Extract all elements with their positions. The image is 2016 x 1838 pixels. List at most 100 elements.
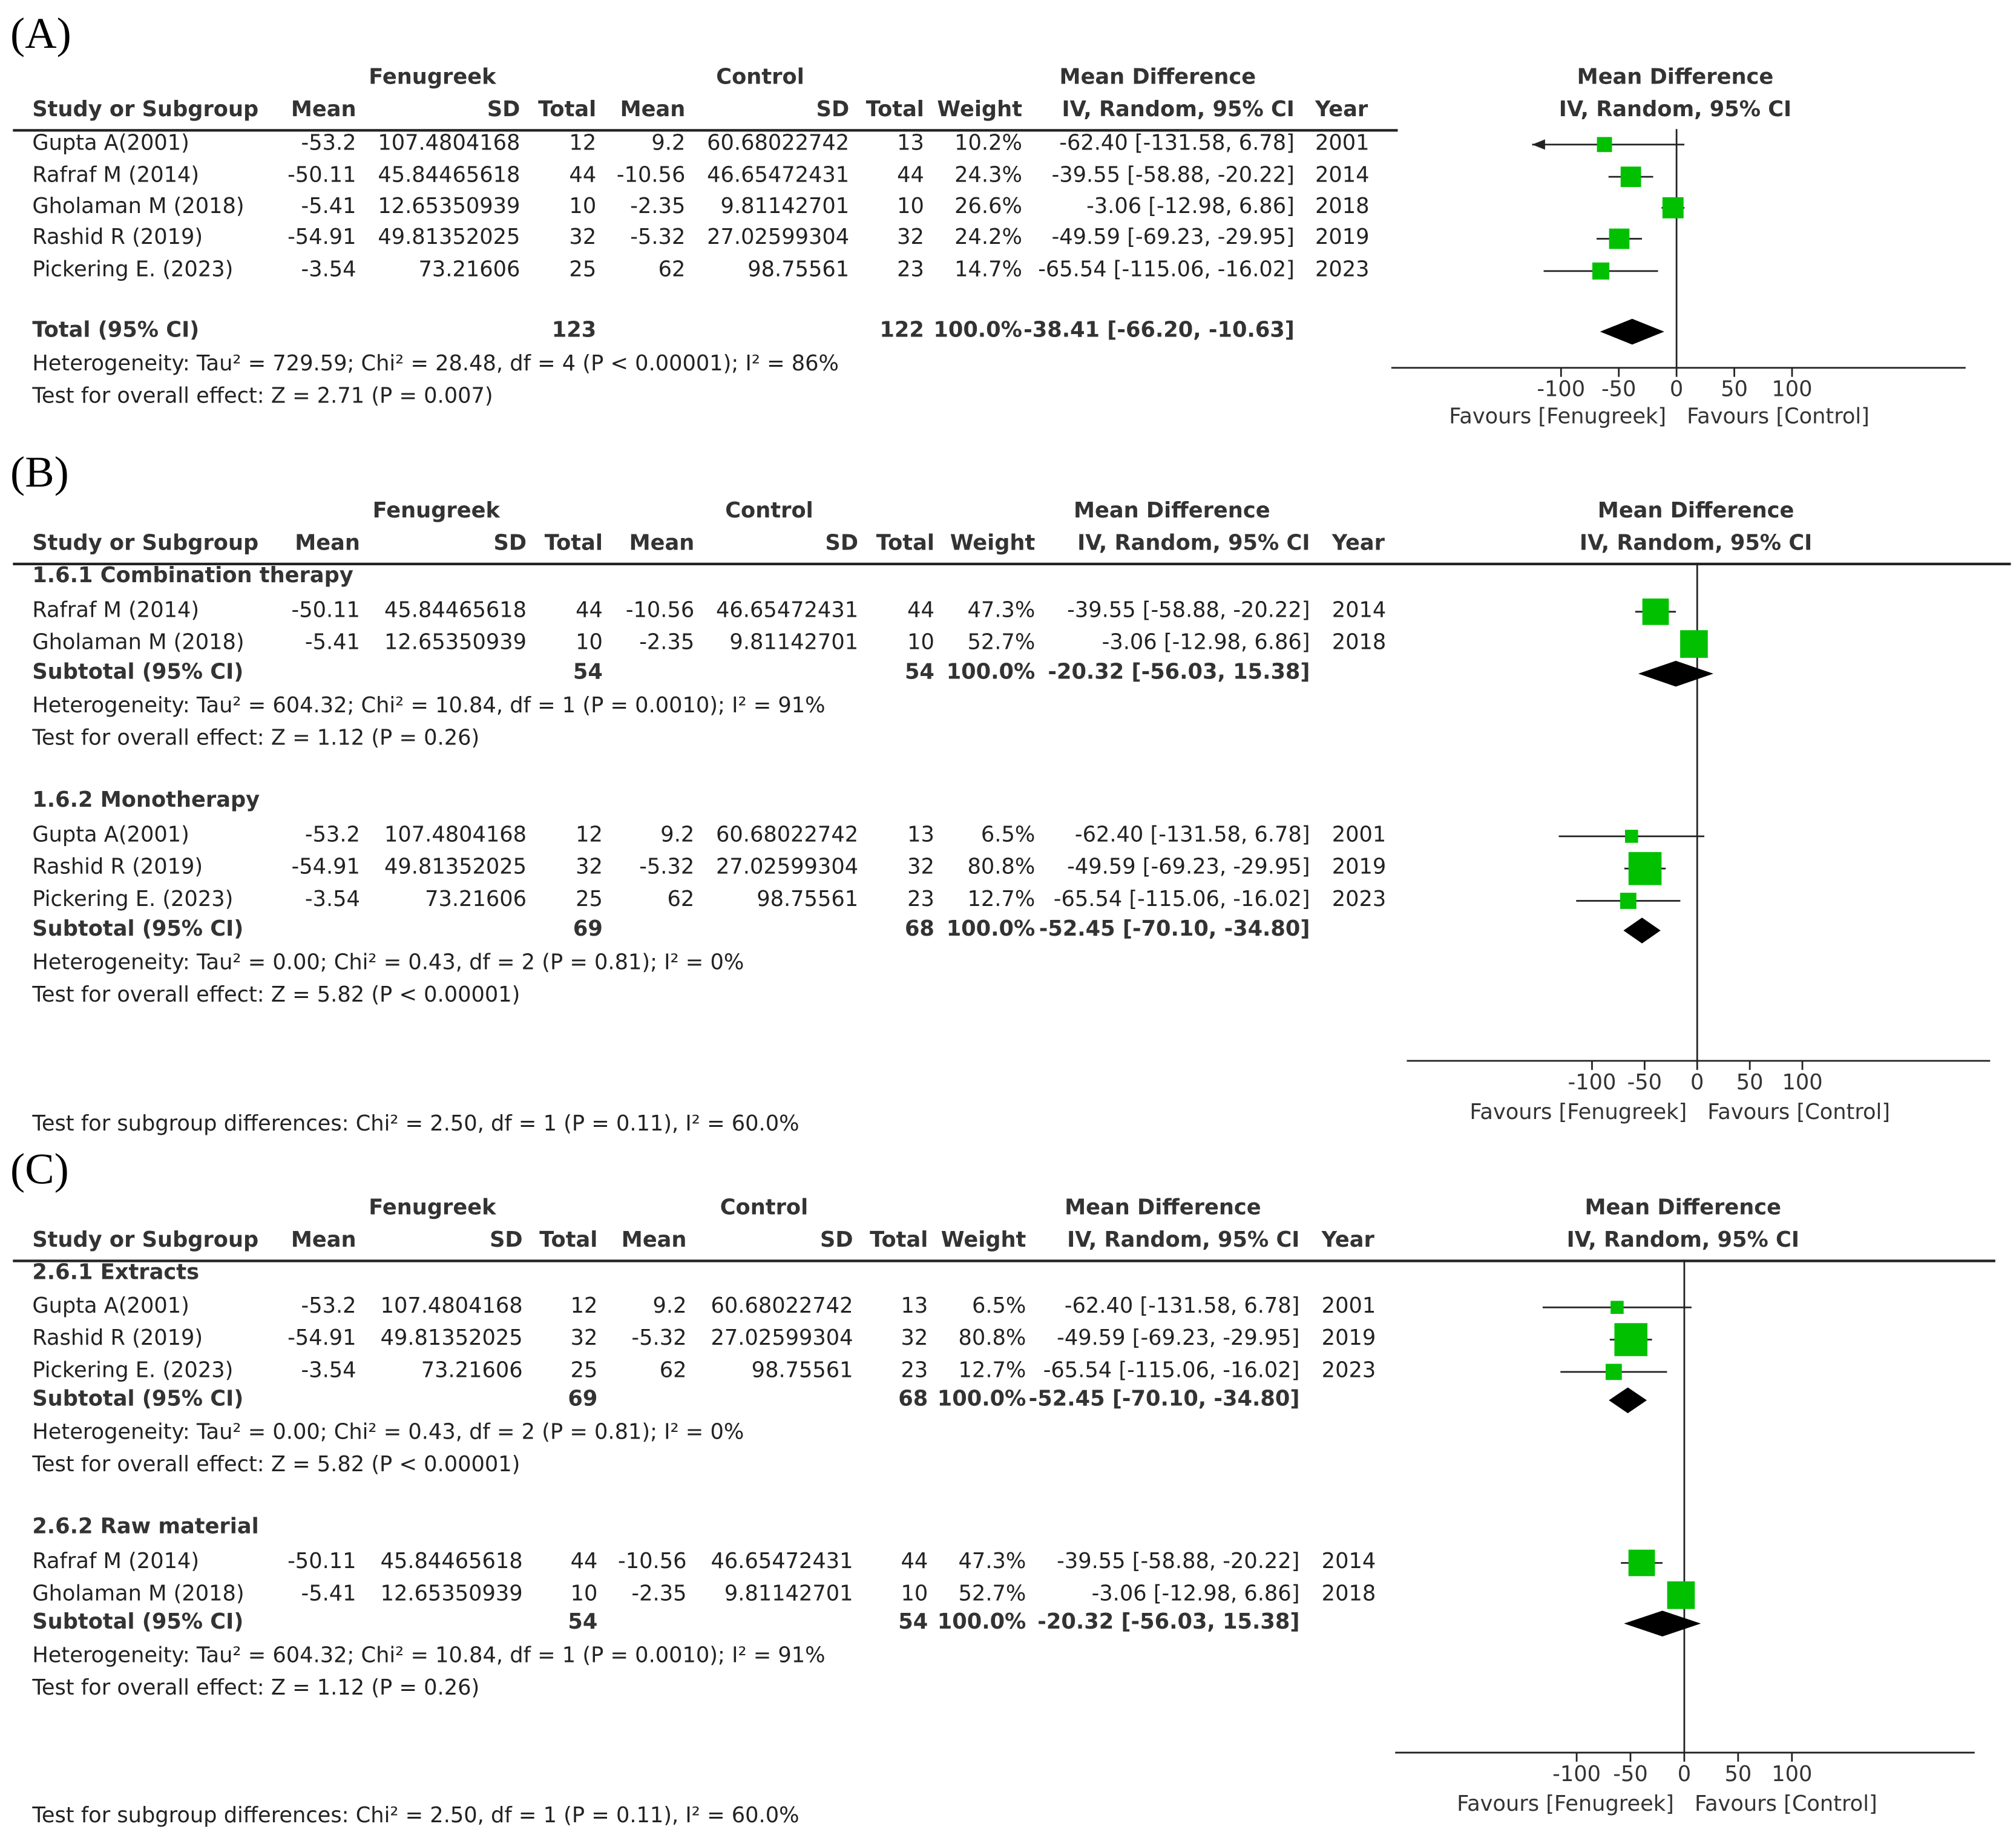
subtotal-weight: 100.0% (937, 1386, 1026, 1411)
control-total: 13 (907, 822, 934, 847)
fenugreek-sd: 107.4804168 (378, 130, 520, 155)
x-tick-label: -100 (1537, 377, 1585, 402)
fenugreek-sd: 49.81352025 (384, 854, 527, 879)
fenugreek-mean: -3.54 (301, 257, 356, 281)
control-sd: 98.75561 (751, 1357, 853, 1382)
column-header-study: Study or Subgroup (32, 530, 259, 555)
column-header-year: Year (1331, 530, 1385, 555)
fenugreek-total: 25 (576, 887, 603, 911)
column-header-mean: Mean (291, 96, 356, 122)
study-name: Gupta A(2001) (32, 822, 189, 847)
fenugreek-sd: 12.65350939 (380, 1581, 523, 1606)
study-square (1614, 1323, 1647, 1356)
fenugreek-mean: -5.41 (301, 1581, 356, 1606)
x-tick-label: 50 (1736, 1070, 1764, 1095)
column-header-sd: SD (816, 96, 850, 122)
group-header-control: Control (725, 498, 813, 523)
fenugreek-total: 10 (576, 629, 603, 655)
fenugreek-total: 25 (569, 257, 597, 281)
overall-effect-text: Test for overall effect: Z = 5.82 (P < 0… (32, 982, 520, 1007)
column-header-total: Total (538, 96, 597, 122)
effect-ci: -62.40 [-131.58, 6.78] (1074, 822, 1310, 847)
year: 2019 (1321, 1325, 1376, 1350)
weight: 26.6% (954, 193, 1022, 218)
control-mean: -2.35 (631, 1581, 687, 1606)
control-total: 32 (897, 225, 924, 249)
subtotal-label: Subtotal (95% CI) (32, 916, 244, 941)
year: 2018 (1321, 1581, 1376, 1606)
year: 2019 (1331, 854, 1387, 879)
column-header-sd: SD (487, 96, 520, 122)
fenugreek-sd: 49.81352025 (378, 225, 520, 249)
column-header-year: Year (1315, 96, 1368, 122)
column-header-mean: Mean (629, 530, 695, 555)
control-sd: 60.68022742 (716, 822, 859, 847)
effect-header: Mean Difference (1074, 498, 1270, 523)
x-tick-label: 100 (1782, 1070, 1822, 1095)
group-header-control: Control (716, 64, 804, 90)
control-mean: -2.35 (630, 193, 686, 218)
favours-right-label: Favours [Control] (1707, 1100, 1890, 1124)
fenugreek-total: 12 (569, 130, 597, 155)
control-sd: 46.65472431 (707, 162, 850, 188)
weight: 24.2% (954, 225, 1022, 249)
fenugreek-total: 25 (570, 1357, 598, 1382)
summary-diamond (1638, 660, 1713, 687)
panel-label: (C) (10, 1146, 69, 1194)
effect-ci: -62.40 [-131.58, 6.78] (1064, 1293, 1300, 1318)
fenugreek-total: 44 (569, 162, 597, 188)
study-square (1620, 893, 1637, 909)
study-square (1667, 1581, 1695, 1609)
subtotal-fenugreek-total: 69 (573, 916, 603, 941)
subtotal-label: Total (95% CI) (32, 317, 200, 343)
year: 2018 (1315, 193, 1370, 218)
column-header-year: Year (1321, 1227, 1374, 1252)
control-total: 10 (901, 1581, 928, 1606)
favours-right-label: Favours [Control] (1695, 1791, 1877, 1816)
fenugreek-mean: -50.11 (287, 1549, 356, 1574)
subtotal-control-total: 122 (879, 317, 924, 343)
study-square (1609, 228, 1630, 249)
fenugreek-sd: 107.4804168 (380, 1293, 523, 1318)
control-mean: -2.35 (639, 629, 695, 655)
weight: 6.5% (971, 1293, 1026, 1318)
weight: 52.7% (958, 1581, 1026, 1606)
year: 2019 (1315, 225, 1370, 249)
subtotal-effect-ci: -52.45 [-70.10, -34.80] (1028, 1386, 1300, 1411)
year: 2023 (1331, 887, 1387, 911)
control-sd: 27.02599304 (711, 1325, 853, 1350)
fenugreek-sd: 107.4804168 (384, 822, 527, 847)
column-header-ci: IV, Random, 95% CI (1077, 530, 1310, 555)
subtotal-weight: 100.0% (946, 916, 1036, 941)
study-square (1592, 262, 1610, 280)
control-sd: 9.81142701 (729, 629, 859, 655)
heterogeneity-text: Heterogeneity: Tau² = 604.32; Chi² = 10.… (32, 1643, 826, 1668)
column-header-total: Total (544, 530, 603, 555)
summary-diamond (1624, 1610, 1701, 1637)
heterogeneity-text: Heterogeneity: Tau² = 0.00; Chi² = 0.43,… (32, 1419, 744, 1445)
x-tick-label: -100 (1552, 1762, 1601, 1787)
subtotal-control-total: 68 (904, 916, 934, 941)
effect-ci: -49.59 [-69.23, -29.95] (1051, 225, 1295, 249)
subtotal-effect-ci: -20.32 [-56.03, 15.38] (1037, 1609, 1300, 1634)
fenugreek-mean: -3.54 (304, 887, 360, 911)
heterogeneity-text: Heterogeneity: Tau² = 729.59; Chi² = 28.… (32, 351, 839, 376)
column-header-mean: Mean (295, 530, 360, 555)
weight: 47.3% (958, 1549, 1026, 1574)
study-name: Gupta A(2001) (32, 130, 189, 155)
weight: 14.7% (954, 257, 1022, 281)
column-header-mean: Mean (620, 96, 686, 122)
effect-ci: -3.06 [-12.98, 6.86] (1102, 629, 1310, 655)
column-header-weight: Weight (937, 96, 1022, 122)
subgroup-title: 2.6.2 Raw material (32, 1514, 259, 1538)
fenugreek-total: 32 (576, 854, 603, 879)
fenugreek-total: 10 (569, 193, 597, 218)
subtotal-weight: 100.0% (933, 317, 1022, 343)
study-square (1605, 1364, 1622, 1380)
study-square (1680, 630, 1708, 658)
weight: 10.2% (954, 130, 1022, 155)
control-mean: -10.56 (616, 162, 686, 188)
year: 2001 (1321, 1293, 1376, 1318)
study-square (1628, 852, 1662, 885)
